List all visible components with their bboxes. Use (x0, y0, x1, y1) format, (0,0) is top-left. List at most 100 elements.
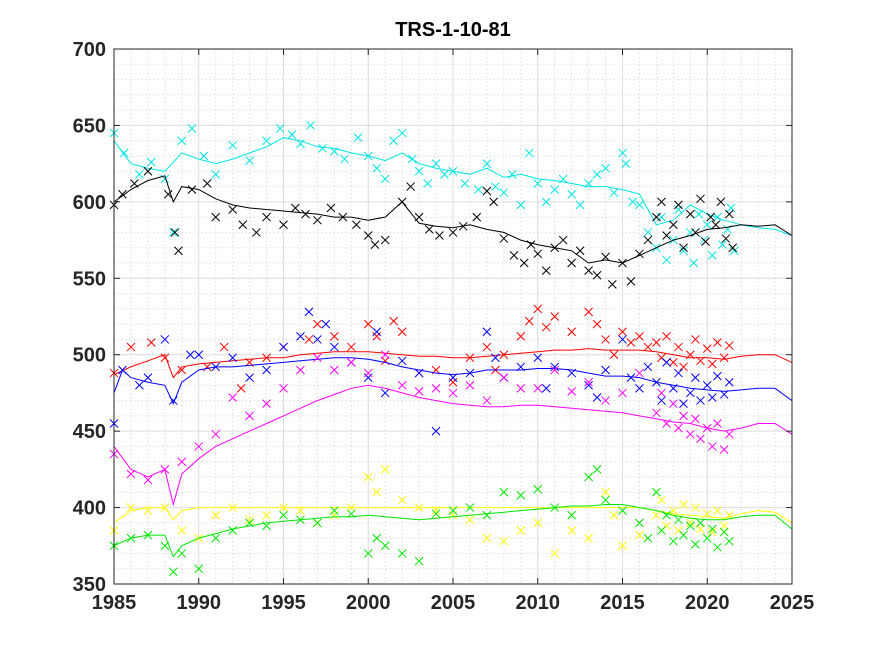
data-point (306, 121, 315, 130)
data-point (567, 258, 577, 268)
data-point (329, 506, 339, 515)
data-point (499, 487, 509, 497)
data-point (662, 255, 671, 265)
x-tick-label: 2005 (431, 592, 476, 614)
data-point (219, 342, 229, 352)
data-point (541, 266, 551, 275)
data-point (696, 434, 705, 444)
series-line (113, 384, 793, 507)
data-point (177, 457, 187, 467)
data-point (702, 380, 712, 390)
data-point (326, 203, 336, 213)
series-line (113, 348, 793, 379)
data-point (163, 189, 173, 199)
data-point (174, 246, 183, 256)
data-point (187, 124, 197, 133)
x-tick-label: 1985 (92, 592, 137, 614)
data-point (724, 377, 734, 387)
data-point (657, 495, 666, 505)
data-point (691, 373, 700, 382)
data-point (668, 536, 678, 546)
data-point (601, 163, 610, 173)
data-point (389, 316, 399, 326)
data-point (679, 362, 688, 372)
data-point (397, 327, 407, 337)
data-point (389, 136, 399, 146)
data-point (724, 429, 734, 439)
data-point (575, 200, 585, 210)
data-point (279, 342, 288, 352)
data-point (431, 509, 441, 519)
data-point (679, 500, 688, 509)
data-point (541, 383, 551, 393)
data-point (146, 338, 156, 347)
data-point (711, 220, 721, 230)
data-point (397, 549, 407, 558)
data-point (170, 228, 180, 237)
data-point (657, 396, 666, 405)
data-point (609, 350, 619, 360)
data-point (304, 307, 314, 317)
data-point (380, 388, 390, 398)
data-point (194, 564, 204, 574)
data-point (618, 335, 627, 344)
data-point (313, 353, 322, 363)
data-point (126, 469, 136, 479)
data-point (643, 235, 653, 245)
data-point (363, 368, 373, 378)
data-point (679, 411, 688, 421)
data-point (228, 526, 238, 535)
data-point (482, 159, 492, 168)
data-point (592, 319, 602, 329)
data-point (516, 383, 526, 393)
series-line (113, 137, 793, 236)
y-tick-label: 700 (73, 39, 106, 61)
data-point (340, 154, 349, 164)
data-point (516, 332, 526, 341)
data-point (685, 429, 695, 439)
data-point (372, 332, 382, 341)
data-point (707, 524, 717, 534)
data-point (252, 228, 261, 237)
data-point (707, 393, 717, 402)
data-point (674, 423, 683, 433)
data-point (414, 556, 424, 566)
data-point (287, 130, 297, 139)
data-point (618, 388, 627, 398)
data-point (168, 228, 178, 237)
data-point (707, 359, 717, 369)
data-point (397, 356, 407, 366)
data-point (491, 353, 500, 363)
data-point (491, 182, 500, 191)
series-1 (109, 166, 793, 289)
data-point (509, 251, 519, 260)
data-point (424, 225, 434, 234)
data-point (718, 240, 727, 250)
data-point (601, 487, 610, 497)
data-point (652, 408, 661, 418)
data-point (668, 399, 678, 408)
data-point (584, 380, 593, 390)
data-point (592, 393, 602, 402)
data-point (674, 205, 683, 214)
data-point (601, 335, 610, 344)
series-4 (109, 350, 793, 507)
data-point (707, 442, 717, 451)
data-point (187, 185, 197, 194)
minor-grid (114, 49, 792, 584)
data-point (329, 342, 339, 352)
data-point (397, 380, 407, 390)
data-point (262, 365, 271, 375)
data-point (713, 542, 722, 552)
data-point (696, 518, 705, 528)
data-point (211, 169, 221, 179)
data-point (329, 510, 339, 520)
data-point (541, 322, 551, 332)
data-point (567, 387, 577, 396)
data-point (397, 495, 407, 505)
data-point (719, 445, 729, 454)
data-point (499, 188, 509, 198)
data-point (713, 338, 722, 347)
x-tick-label: 1990 (177, 592, 222, 614)
